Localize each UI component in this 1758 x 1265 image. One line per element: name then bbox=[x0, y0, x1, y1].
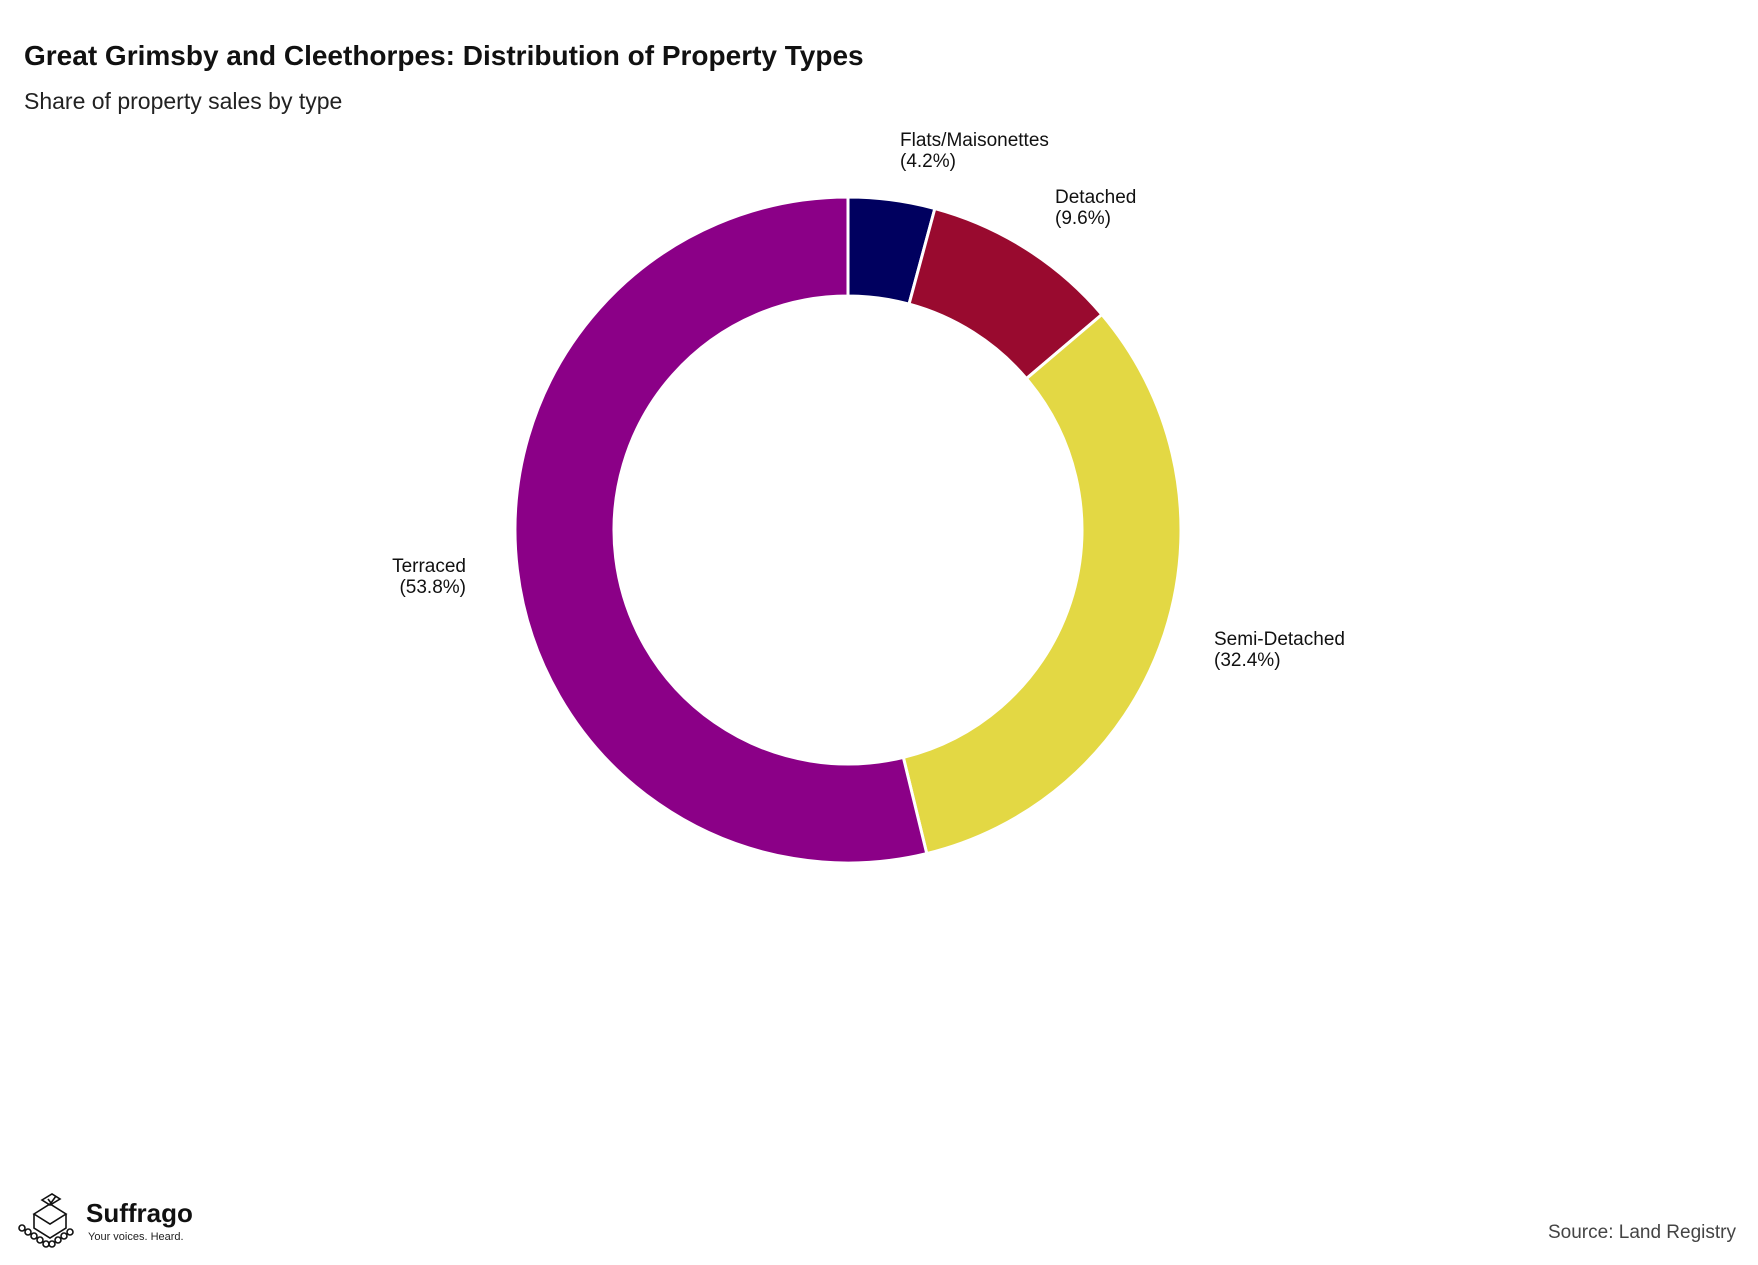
source-note: Source: Land Registry bbox=[1548, 1222, 1736, 1243]
slice-label-flats-maisonettes: Flats/Maisonettes bbox=[900, 130, 1049, 151]
logo-tagline: Your voices. Heard. bbox=[88, 1231, 184, 1243]
chart-subtitle: Share of property sales by type bbox=[24, 88, 343, 114]
slice-label-semi-detached: Semi-Detached bbox=[1214, 629, 1345, 650]
slice-label-detached: Detached bbox=[1055, 187, 1136, 208]
ballot-box-icon bbox=[18, 1193, 74, 1248]
slice-value-terraced: (53.8%) bbox=[399, 577, 466, 598]
slice-semi-detached bbox=[901, 312, 1183, 856]
slice-value-semi-detached: (32.4%) bbox=[1214, 650, 1281, 671]
slice-terraced bbox=[513, 195, 929, 865]
slice-label-terraced: Terraced bbox=[392, 556, 466, 577]
logo-name: Suffrago bbox=[86, 1198, 193, 1228]
chart-title: Great Grimsby and Cleethorpes: Distribut… bbox=[24, 40, 864, 71]
slice-value-detached: (9.6%) bbox=[1055, 208, 1111, 229]
slice-value-flats-maisonettes: (4.2%) bbox=[900, 151, 956, 172]
suffrago-logo: Suffrago Your voices. Heard. bbox=[18, 1193, 193, 1248]
